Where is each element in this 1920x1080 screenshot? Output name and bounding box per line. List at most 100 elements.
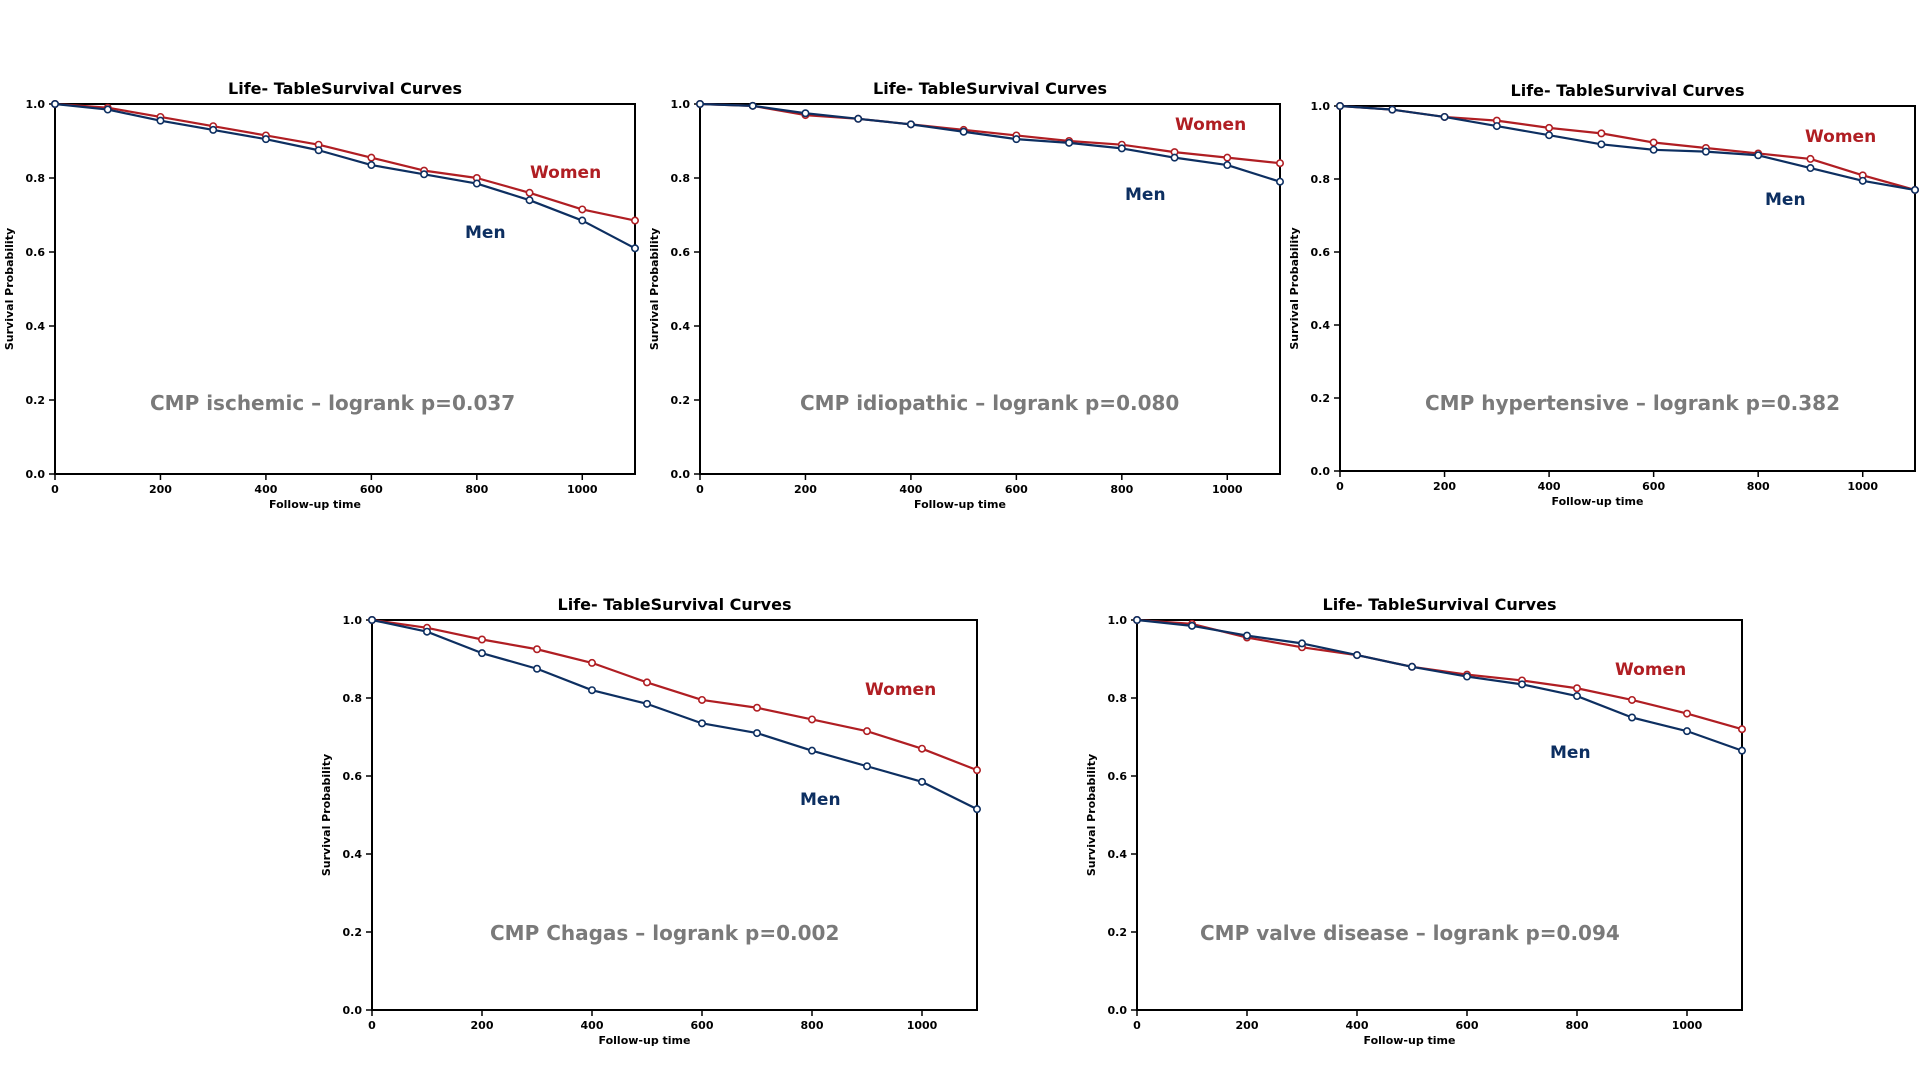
survival-chart: Life- TableSurvival Curves 0.0 0.2 0.4 0.6 0.… — [1288, 81, 1919, 508]
x-tick-label: 400 — [254, 483, 277, 496]
series-line-men — [1136, 618, 1743, 752]
data-point — [50, 99, 59, 108]
data-point — [478, 649, 487, 658]
chart-title: Life- TableSurvival Curves — [228, 79, 462, 98]
survival-chart: Life- TableSurvival Curves 0.0 0.2 0.4 0.6 0.… — [320, 595, 981, 1047]
x-tick-label: 1000 — [907, 1019, 938, 1032]
y-tick-label: 0.2 — [671, 394, 691, 407]
series-men — [1335, 101, 1919, 194]
data-point — [630, 244, 639, 253]
data-point — [748, 101, 757, 110]
data-point — [1627, 695, 1636, 704]
data-point — [906, 120, 915, 129]
series-men — [50, 99, 639, 253]
data-point — [1298, 639, 1307, 648]
data-point — [1188, 621, 1197, 630]
y-tick-label: 0.0 — [671, 468, 691, 481]
data-point — [1440, 112, 1449, 121]
x-tick-label: 600 — [1456, 1019, 1479, 1032]
y-tick-label: 1.0 — [343, 614, 363, 627]
data-point — [156, 116, 165, 125]
x-tick-label: 0 — [51, 483, 59, 496]
data-point — [525, 188, 534, 197]
data-point — [1597, 140, 1606, 149]
data-point — [1462, 672, 1471, 681]
data-point — [472, 179, 481, 188]
x-tick-label: 400 — [1538, 480, 1561, 493]
data-point — [752, 703, 761, 712]
data-point — [209, 125, 218, 134]
data-point — [1649, 145, 1658, 154]
data-point — [807, 746, 816, 755]
data-point — [1737, 746, 1746, 755]
chart-title: Life- TableSurvival Curves — [873, 79, 1107, 98]
data-point — [1572, 684, 1581, 693]
y-tick-label: 0.0 — [26, 468, 46, 481]
data-point — [578, 205, 587, 214]
plot-frame — [371, 619, 978, 1011]
x-tick-label: 400 — [899, 483, 922, 496]
data-point — [1065, 138, 1074, 147]
y-tick-label: 0.6 — [671, 246, 691, 259]
y-tick-label: 0.4 — [1311, 319, 1331, 332]
series-label-men: Men — [1125, 185, 1166, 205]
data-point — [642, 699, 651, 708]
data-point — [807, 715, 816, 724]
x-tick-label: 0 — [696, 483, 704, 496]
series-label-women: Women — [530, 163, 601, 183]
series-label-women: Women — [1175, 115, 1246, 135]
data-point — [1649, 138, 1658, 147]
y-tick-label: 0.2 — [1108, 926, 1128, 939]
data-point — [1910, 185, 1919, 194]
chart-panel-chagas: Life- TableSurvival Curves 0.0 0.2 0.4 0.6 0.… — [310, 590, 990, 1050]
y-tick-label: 0.0 — [1311, 465, 1331, 478]
survival-chart: Life- TableSurvival Curves 0.0 0.2 0.4 0.6 0.… — [648, 79, 1284, 511]
data-point — [1754, 151, 1763, 160]
plot-frame — [1136, 619, 1743, 1011]
data-point — [630, 216, 639, 225]
y-tick-label: 0.4 — [671, 320, 691, 333]
data-point — [917, 777, 926, 786]
data-point — [1492, 122, 1501, 131]
series-line-men — [54, 102, 636, 250]
logrank-annotation: CMP ischemic – logrank p=0.037 — [150, 391, 515, 415]
data-point — [478, 635, 487, 644]
series-men — [695, 99, 1284, 186]
x-tick-label: 600 — [1642, 480, 1665, 493]
chart-title: Life- TableSurvival Curves — [558, 595, 792, 614]
x-tick-label: 800 — [1747, 480, 1770, 493]
y-tick-label: 0.4 — [1108, 848, 1128, 861]
y-tick-label: 0.4 — [343, 848, 363, 861]
x-tick-label: 200 — [1236, 1019, 1259, 1032]
x-tick-label: 1000 — [567, 483, 598, 496]
series-label-men: Men — [800, 790, 841, 810]
series-men — [1132, 615, 1746, 755]
y-tick-label: 0.6 — [1311, 246, 1331, 259]
y-tick-label: 0.8 — [1311, 173, 1331, 186]
data-point — [1682, 709, 1691, 718]
y-axis-label: Survival Probability — [648, 228, 661, 350]
logrank-annotation: CMP idiopathic – logrank p=0.080 — [800, 391, 1179, 415]
data-point — [1572, 692, 1581, 701]
data-point — [1517, 680, 1526, 689]
x-tick-label: 0 — [1133, 1019, 1141, 1032]
data-point — [533, 664, 542, 673]
y-tick-label: 0.6 — [26, 246, 46, 259]
plot-frame — [699, 103, 1281, 475]
data-point — [695, 99, 704, 108]
series-label-men: Men — [1765, 190, 1806, 210]
y-tick-label: 0.8 — [671, 172, 691, 185]
y-tick-label: 0.6 — [1108, 770, 1128, 783]
x-tick-label: 1000 — [1672, 1019, 1703, 1032]
chart-title: Life- TableSurvival Curves — [1323, 595, 1557, 614]
data-point — [697, 719, 706, 728]
data-point — [642, 678, 651, 687]
x-axis-label: Follow-up time — [1552, 495, 1644, 508]
x-tick-label: 200 — [471, 1019, 494, 1032]
data-point — [1223, 161, 1232, 170]
series-label-men: Men — [465, 223, 506, 243]
x-tick-label: 400 — [581, 1019, 604, 1032]
x-tick-label: 800 — [465, 483, 488, 496]
data-point — [917, 744, 926, 753]
chart-panel-valve-disease: Life- TableSurvival Curves 0.0 0.2 0.4 0.6 0.… — [1075, 590, 1755, 1050]
